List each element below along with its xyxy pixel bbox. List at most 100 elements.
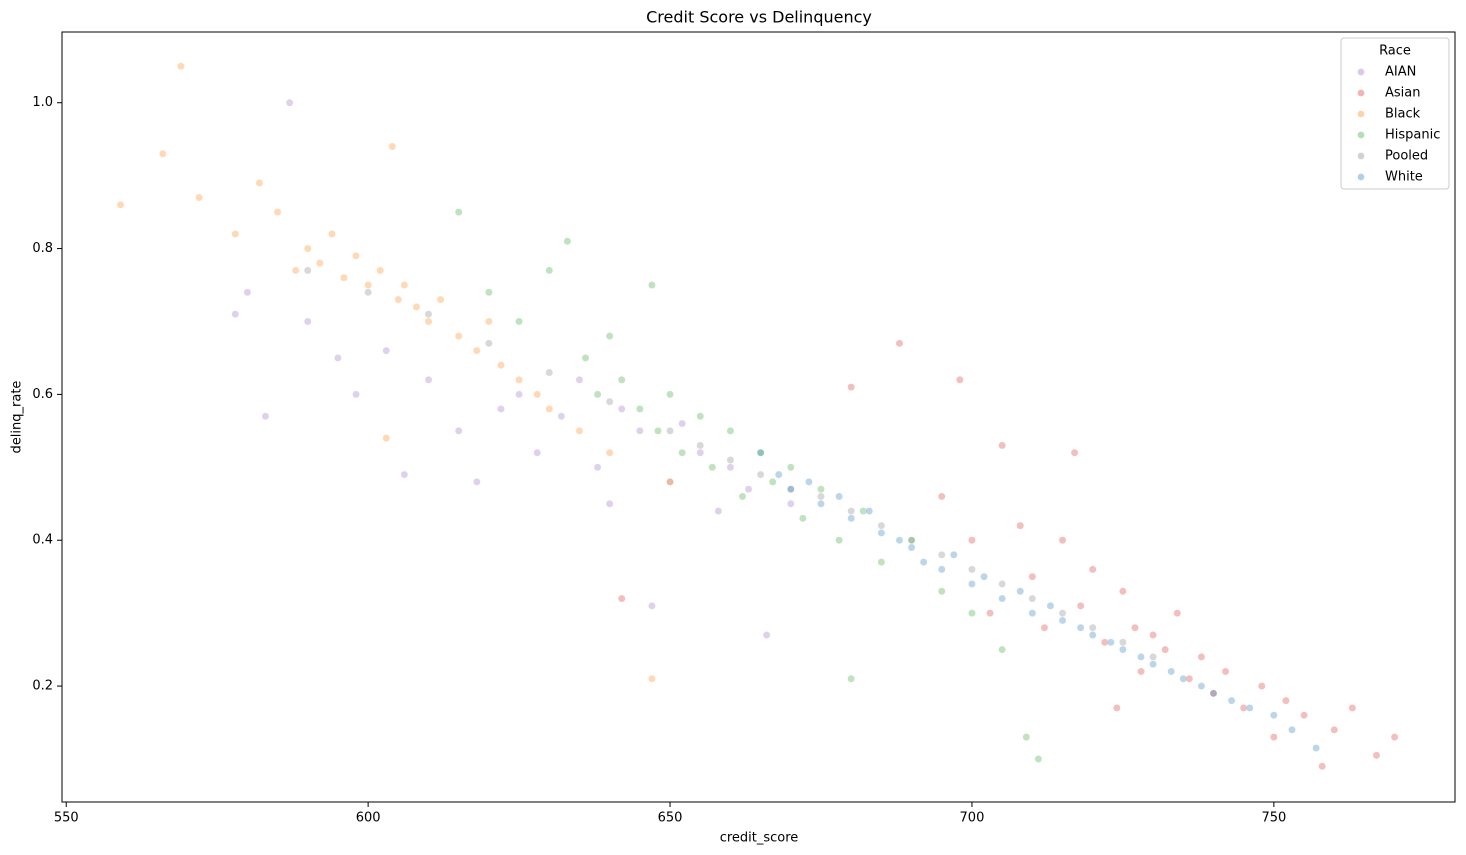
point <box>485 288 493 297</box>
point <box>1270 711 1278 720</box>
y-tick-label: 0.8 <box>32 241 53 256</box>
point <box>907 536 916 545</box>
point <box>424 317 433 326</box>
point <box>1106 638 1115 647</box>
point <box>497 361 505 370</box>
point <box>907 543 916 552</box>
point <box>726 427 735 435</box>
point <box>303 244 312 253</box>
point <box>998 594 1006 603</box>
point <box>1318 762 1327 771</box>
point <box>382 346 391 355</box>
point <box>605 332 614 340</box>
legend-marker <box>1357 68 1365 76</box>
point <box>1197 682 1206 690</box>
point <box>334 354 342 362</box>
legend-marker <box>1357 152 1365 160</box>
point <box>436 295 445 304</box>
point <box>231 230 240 238</box>
y-tick-label: 0.6 <box>32 387 53 402</box>
legend-title: Race <box>1379 44 1411 59</box>
point <box>1022 733 1031 741</box>
point <box>364 281 372 289</box>
point <box>557 412 566 421</box>
point <box>1040 623 1049 632</box>
point <box>617 375 626 384</box>
point <box>364 288 372 297</box>
point <box>714 507 723 515</box>
point <box>593 390 602 399</box>
point <box>1282 696 1290 705</box>
legend-marker <box>1357 131 1365 139</box>
point <box>1034 755 1043 763</box>
point <box>774 470 783 479</box>
point <box>1179 674 1188 683</box>
point <box>817 499 825 508</box>
point <box>617 594 626 603</box>
point <box>497 405 505 413</box>
point <box>726 456 735 464</box>
point <box>817 485 825 494</box>
point <box>738 492 747 501</box>
point <box>1209 689 1218 698</box>
point <box>678 448 686 457</box>
points <box>116 62 1399 771</box>
point <box>617 405 626 413</box>
point <box>847 674 856 683</box>
point <box>158 149 167 158</box>
point <box>1312 744 1320 752</box>
point <box>654 427 662 435</box>
point <box>726 463 735 472</box>
point <box>1058 609 1067 617</box>
point <box>1100 638 1109 647</box>
point <box>696 448 705 457</box>
point <box>1245 704 1254 712</box>
point <box>515 390 523 399</box>
point <box>877 521 886 530</box>
point <box>533 448 542 457</box>
point <box>1221 667 1230 676</box>
point <box>1300 711 1308 720</box>
point <box>895 339 904 348</box>
point <box>575 427 584 435</box>
point <box>1113 704 1121 712</box>
point <box>666 390 674 399</box>
point <box>605 448 614 457</box>
point <box>949 550 958 559</box>
point <box>1046 602 1055 610</box>
point <box>696 441 705 450</box>
point <box>956 375 964 384</box>
point <box>581 354 590 362</box>
point <box>533 390 542 399</box>
point <box>1185 674 1194 683</box>
y-tick-label: 0.2 <box>32 679 53 694</box>
point <box>756 470 765 479</box>
point <box>472 346 481 355</box>
point <box>847 507 856 515</box>
legend-marker <box>1357 110 1365 118</box>
point <box>998 645 1006 654</box>
point <box>756 448 765 457</box>
legend-label: Black <box>1385 107 1421 122</box>
point <box>1173 609 1182 617</box>
point <box>261 412 270 421</box>
y-tick-label: 0.4 <box>32 533 53 548</box>
point <box>859 507 868 515</box>
point <box>285 98 294 107</box>
point <box>575 375 584 384</box>
y-axis-label: delinq_rate <box>10 381 25 454</box>
y-tick-label: 1.0 <box>32 95 53 110</box>
point <box>835 536 843 545</box>
point <box>315 259 324 267</box>
point <box>400 281 409 289</box>
point <box>412 303 421 311</box>
point <box>382 434 391 442</box>
point <box>1058 616 1067 625</box>
point <box>937 587 946 596</box>
point <box>1076 623 1085 632</box>
point <box>424 375 433 384</box>
point <box>605 499 614 508</box>
point <box>666 427 674 435</box>
point <box>515 375 523 384</box>
point <box>1088 631 1097 639</box>
